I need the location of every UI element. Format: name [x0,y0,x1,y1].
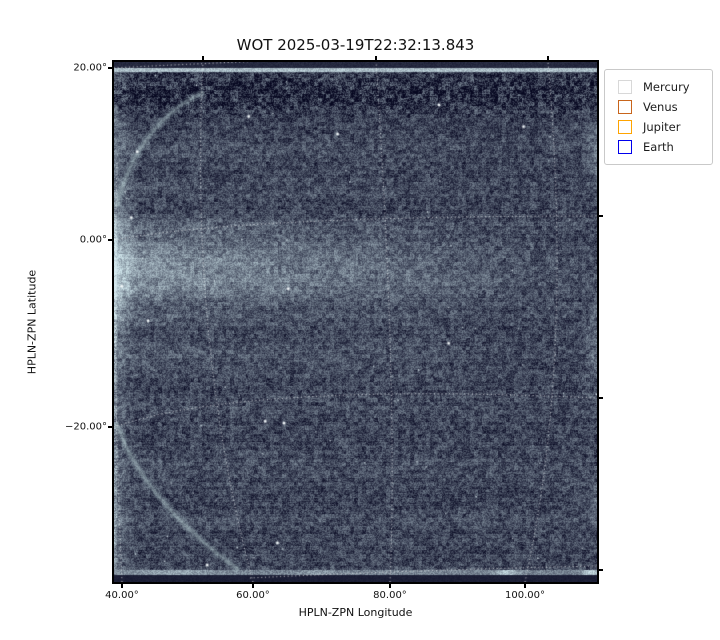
right-tick-mark [599,569,603,571]
jupiter-marker-icon [618,120,632,134]
plot-canvas [114,62,597,582]
legend-label: Earth [643,140,674,154]
x-tick-label: 100.00° [505,590,545,601]
legend-label: Mercury [643,80,690,94]
right-tick-mark [599,397,603,399]
venus-marker-icon [618,100,632,114]
right-tick-mark [599,215,603,217]
x-tick-label: 40.00° [105,590,139,601]
legend-item-earth: Earth [618,137,704,157]
y-tick-label: 20.00° [73,62,107,74]
legend-item-mercury: Mercury [618,77,704,97]
legend-item-jupiter: Jupiter [618,117,704,137]
x-tick-mark [524,584,526,588]
legend: Mercury Venus Jupiter Earth [604,69,713,165]
top-tick-mark [202,56,204,60]
legend-label: Venus [643,100,678,114]
earth-marker-icon [618,140,632,154]
mercury-marker-icon [618,80,632,94]
top-tick-mark [375,56,377,60]
y-tick-mark [108,239,112,241]
y-axis-label: HPLN-ZPN Latitude [25,269,39,375]
top-tick-mark [547,56,549,60]
legend-label: Jupiter [643,120,681,134]
y-tick-label: 0.00° [79,234,107,246]
y-tick-mark [108,426,112,428]
y-tick-label: −20.00° [64,421,107,433]
x-tick-mark [121,584,123,588]
x-axis-label: HPLN-ZPN Longitude [298,606,413,619]
y-tick-mark [108,67,112,69]
x-tick-mark [252,584,254,588]
x-tick-label: 60.00° [236,590,270,601]
x-tick-label: 80.00° [373,590,407,601]
x-tick-mark [389,584,391,588]
plot-title: WOT 2025-03-19T22:32:13.843 [236,36,475,54]
legend-item-venus: Venus [618,97,704,117]
